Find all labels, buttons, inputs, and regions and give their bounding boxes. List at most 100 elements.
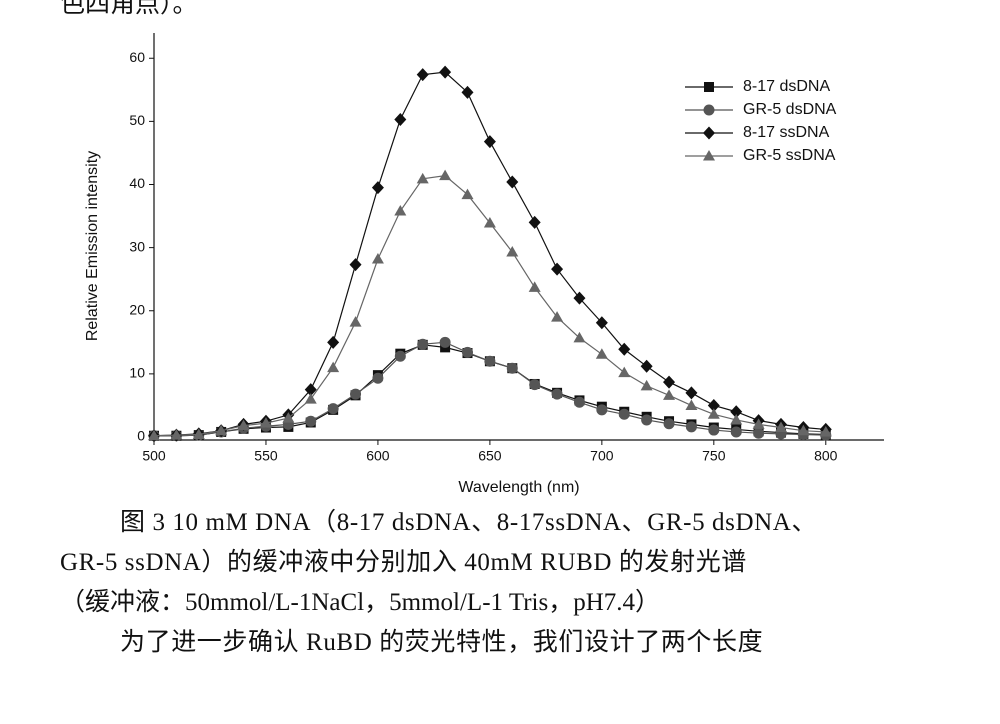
data-point <box>484 355 496 367</box>
data-point <box>305 415 317 427</box>
data-point <box>237 419 250 431</box>
data-point <box>685 421 697 433</box>
data-point <box>483 217 496 228</box>
data-point <box>349 316 362 327</box>
data-point <box>640 379 653 391</box>
data-point <box>685 386 698 400</box>
data-point <box>573 291 586 305</box>
data-point <box>349 258 362 272</box>
x-tick-label: 550 <box>254 448 278 464</box>
legend-marker <box>703 126 715 140</box>
data-point <box>685 399 698 410</box>
body-text: 为了进一步确认 RuBD 的荧光特性，我们设计了两个长度 <box>120 629 764 656</box>
y-axis-label: Relative Emission intensity <box>84 151 101 341</box>
data-point <box>148 429 160 441</box>
data-point <box>663 389 676 400</box>
caption-line: GR-5 ssDNA）的缓冲液中分别加入 40mM RUBD 的发射光谱 <box>60 549 747 576</box>
data-point <box>618 408 630 420</box>
data-point <box>461 85 474 99</box>
data-point <box>506 362 518 374</box>
data-point <box>774 421 787 433</box>
data-point <box>192 428 205 439</box>
data-point <box>640 359 653 373</box>
data-point <box>528 215 541 229</box>
data-point <box>797 424 810 436</box>
data-point <box>595 348 608 359</box>
data-point <box>439 65 452 79</box>
data-point <box>573 331 586 343</box>
data-point <box>350 388 362 400</box>
legend-marker <box>703 104 715 116</box>
data-point <box>371 181 384 195</box>
legend-marker <box>704 82 714 92</box>
y-tick-label: 20 <box>129 301 145 317</box>
data-point <box>417 338 429 350</box>
data-point <box>327 403 339 415</box>
legend-label: GR-5 ssDNA <box>743 147 836 164</box>
x-tick-label: 700 <box>590 448 614 464</box>
legend-marker <box>703 150 715 161</box>
x-tick-label: 800 <box>814 448 838 464</box>
data-point <box>663 375 676 389</box>
x-tick-label: 650 <box>478 448 502 464</box>
legend-label: 8-17 dsDNA <box>743 78 830 95</box>
data-point <box>573 396 585 408</box>
caption-line: 图 3 10 mM DNA（8-17 dsDNA、8-17ssDNA、GR-5 … <box>120 509 818 536</box>
y-tick-label: 0 <box>137 428 145 444</box>
data-point <box>416 172 429 184</box>
y-tick-label: 50 <box>129 112 145 128</box>
data-point <box>663 418 675 430</box>
data-point <box>416 68 429 82</box>
y-tick-label: 10 <box>129 365 145 381</box>
data-point <box>327 361 340 373</box>
data-point <box>372 372 384 384</box>
data-point <box>439 169 452 181</box>
data-point <box>618 342 631 356</box>
legend-label: GR-5 dsDNA <box>743 101 837 118</box>
data-point <box>170 429 183 440</box>
data-point <box>528 281 541 292</box>
data-point <box>483 135 496 149</box>
data-point <box>259 417 272 428</box>
data-point <box>707 408 720 419</box>
series-line <box>153 71 826 437</box>
data-point <box>551 311 564 322</box>
caption-line: （缓冲液：50mmol/L-1NaCl，5mmol/L-1 Tris，pH7.4… <box>60 589 661 616</box>
data-point <box>394 205 407 216</box>
data-point <box>730 426 742 438</box>
data-point <box>461 346 473 358</box>
data-point <box>551 262 564 276</box>
y-tick-label: 60 <box>129 49 145 65</box>
data-point <box>618 366 631 378</box>
data-point <box>529 379 541 391</box>
data-point <box>506 175 519 189</box>
y-tick-label: 30 <box>129 238 145 254</box>
data-point <box>282 412 295 423</box>
data-point <box>730 405 743 419</box>
data-point <box>596 404 608 416</box>
data-point <box>394 112 407 126</box>
data-point <box>753 427 765 439</box>
data-point <box>461 188 474 200</box>
data-point <box>707 398 720 412</box>
data-point <box>641 414 653 426</box>
preceding-text: 色四角点）。 <box>60 0 198 18</box>
data-point <box>304 393 317 404</box>
data-point <box>304 383 317 397</box>
data-point <box>215 424 228 436</box>
data-point <box>752 418 765 429</box>
legend-label: 8-17 ssDNA <box>743 124 830 141</box>
data-point <box>595 316 608 330</box>
data-point <box>506 246 519 257</box>
data-point <box>551 388 563 400</box>
series-line <box>153 175 826 437</box>
y-tick-label: 40 <box>129 175 145 191</box>
data-point <box>394 350 406 362</box>
data-point <box>708 424 720 436</box>
data-point <box>371 252 384 264</box>
data-point <box>819 425 832 437</box>
x-tick-label: 500 <box>142 448 166 464</box>
x-axis-label: Wavelength (nm) <box>458 479 579 496</box>
x-tick-label: 750 <box>702 448 726 464</box>
